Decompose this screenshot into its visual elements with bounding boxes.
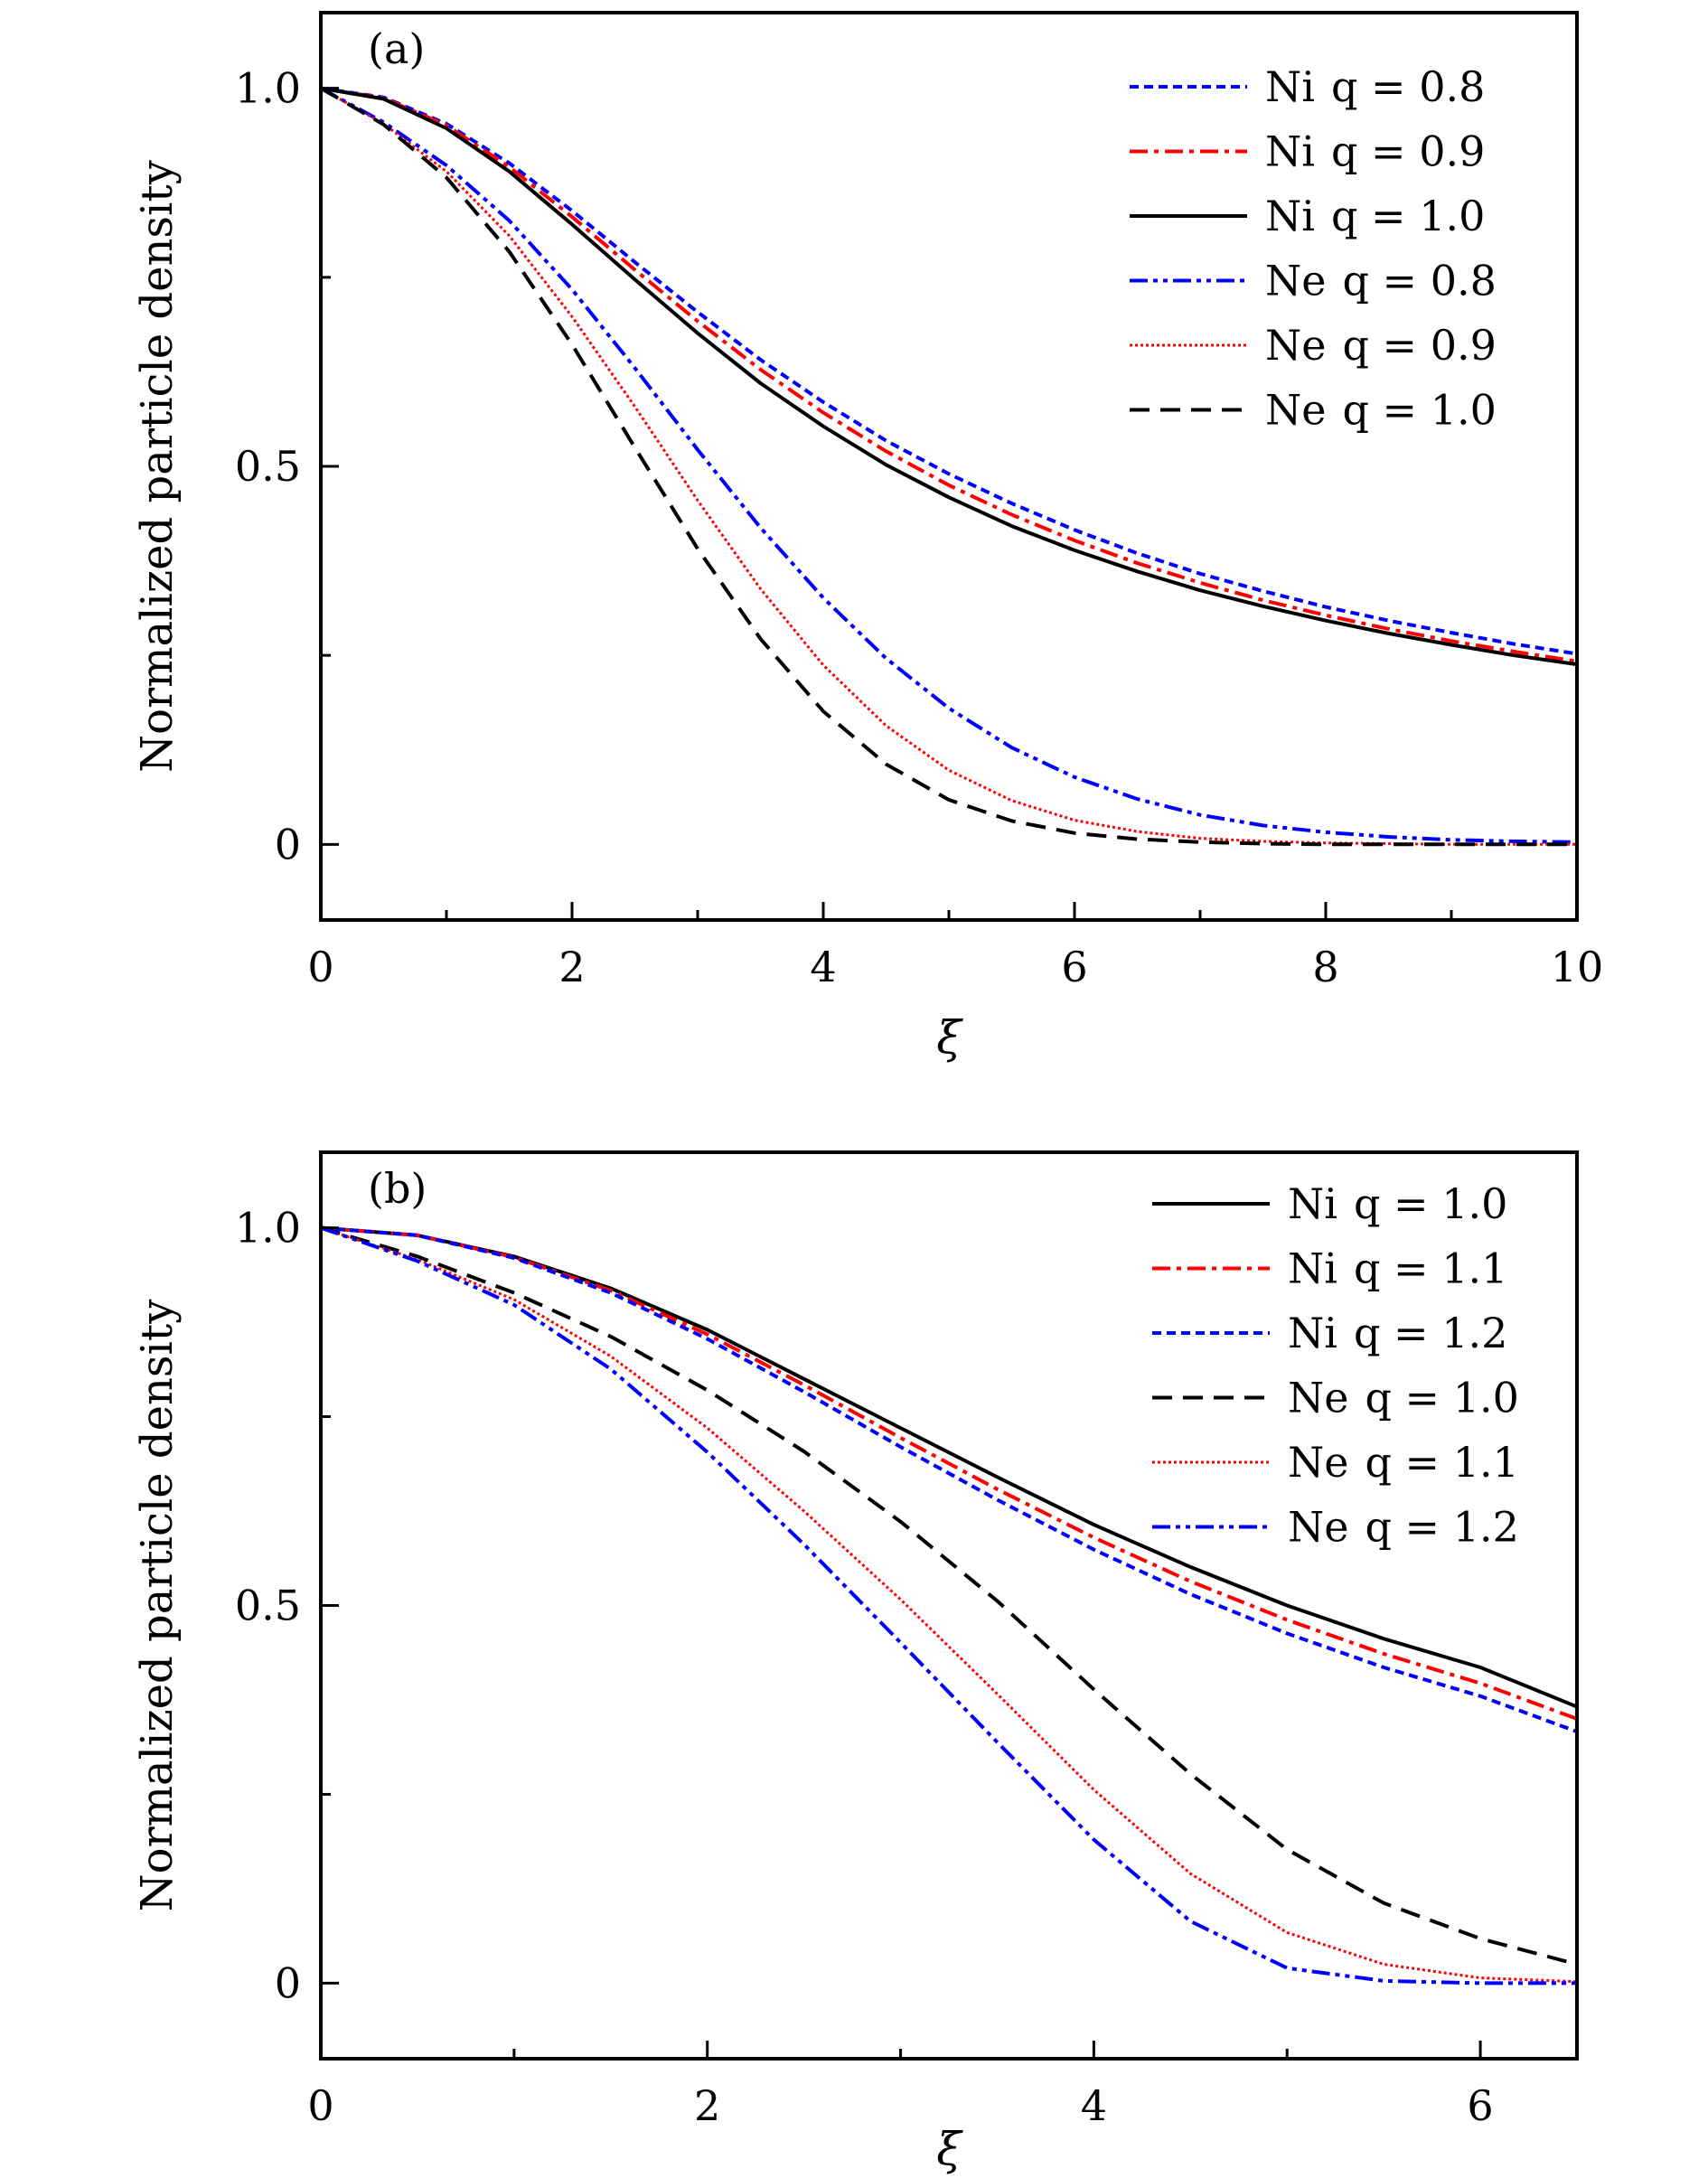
- legend-species: Ne: [1288, 1438, 1348, 1487]
- legend-q-label: q = 1.1: [1354, 1244, 1507, 1293]
- legend-q-label: q = 0.8: [1331, 62, 1485, 111]
- legend-entry: Ne q = 0.8: [1265, 257, 1497, 305]
- legend-entry: Ne q = 1.2: [1288, 1503, 1519, 1552]
- series-line-ne-1.1: [321, 1226, 1577, 1984]
- x-tick-label: 6: [1467, 2081, 1493, 2130]
- y-tick-label: 1.0: [235, 64, 301, 113]
- x-tick-label: 2: [558, 943, 585, 991]
- x-tick-label: 4: [810, 943, 836, 991]
- y-tick-label: 0.5: [235, 1582, 301, 1630]
- legend-q-label: q = 1.2: [1365, 1503, 1518, 1552]
- legend-entry: Ne q = 1.0: [1288, 1374, 1519, 1422]
- legend-q-label: q = 1.0: [1331, 192, 1485, 240]
- legend-species: Ne: [1265, 257, 1326, 305]
- panel-label: (b): [368, 1164, 427, 1213]
- y-axis-title: Normalized particle density: [132, 160, 183, 773]
- legend: Ni q = 0.8Ni q = 0.9Ni q = 1.0Ne q = 0.8Ne q …: [1130, 62, 1497, 435]
- series-line-ni-0.8: [321, 86, 1577, 656]
- x-axis-title: ξ: [936, 1011, 963, 1064]
- legend-q-label: q = 1.0: [1342, 386, 1496, 435]
- legend-q-label: q = 0.9: [1342, 321, 1496, 370]
- x-tick-label: 4: [1081, 2081, 1107, 2130]
- legend-species: Ni: [1288, 1244, 1337, 1293]
- legend-q-label: q = 1.2: [1354, 1309, 1507, 1357]
- x-tick-label: 0: [307, 943, 333, 991]
- legend-species: Ni: [1265, 192, 1315, 240]
- legend-entry: Ni q = 1.1: [1288, 1244, 1507, 1293]
- series-line-ni-1.0: [321, 86, 1577, 667]
- panel-label: (a): [368, 24, 425, 73]
- legend-entry: Ni q = 0.9: [1265, 127, 1485, 176]
- legend-entry: Ni q = 1.0: [1265, 192, 1485, 240]
- legend-species: Ni: [1288, 1309, 1337, 1357]
- y-tick-label: 0.5: [235, 442, 301, 491]
- series-line-ni-1.2: [321, 1225, 1577, 1733]
- legend-q-label: q = 1.0: [1365, 1374, 1518, 1422]
- legend-entry: Ne q = 1.1: [1288, 1438, 1519, 1487]
- x-axis-title: ξ: [936, 2123, 963, 2175]
- x-tick-label: 10: [1551, 943, 1604, 991]
- legend-species: Ni: [1265, 62, 1315, 111]
- legend-entry: Ne q = 0.9: [1265, 321, 1497, 370]
- chart-panel-b: 0 2 4 6 0 0.5 1.0 Normalized particle density ξ (…: [132, 1150, 1579, 2175]
- legend-entry: Ne q = 1.0: [1265, 386, 1497, 435]
- series-line-ni-0.9: [321, 86, 1577, 663]
- legend: Ni q = 1.0Ni q = 1.1Ni q = 1.2Ne q = 1.0Ne q …: [1152, 1179, 1519, 1552]
- legend-q-label: q = 0.9: [1331, 127, 1485, 176]
- legend-q-label: q = 0.8: [1342, 257, 1496, 305]
- x-tick-label: 2: [694, 2081, 720, 2130]
- legend-q-label: q = 1.1: [1365, 1438, 1518, 1487]
- legend-entry: Ni q = 1.0: [1288, 1179, 1507, 1228]
- series-line-ni-1.1: [321, 1225, 1577, 1721]
- legend-species: Ni: [1265, 127, 1315, 176]
- y-tick-label: 0: [275, 820, 301, 868]
- legend-entry: Ni q = 0.8: [1265, 62, 1485, 111]
- legend-species: Ni: [1288, 1179, 1337, 1228]
- chart-panel-a: 0 2 4 6 8 10 0 0.5 1.0 Normalized particle densit…: [132, 11, 1604, 1064]
- series-line-ne-1.0: [321, 86, 1577, 847]
- x-tick-label: 6: [1061, 943, 1087, 991]
- y-axis-title: Normalized particle density: [132, 1300, 183, 1912]
- series-line-ne-1.2: [321, 1225, 1577, 1986]
- x-tick-label: 8: [1312, 943, 1338, 991]
- legend-entry: Ni q = 1.2: [1288, 1309, 1507, 1357]
- y-tick-label: 0: [275, 1958, 301, 2007]
- x-tick-label: 0: [307, 2081, 333, 2130]
- legend-q-label: q = 1.0: [1354, 1179, 1507, 1228]
- legend-species: Ne: [1288, 1374, 1348, 1422]
- legend-species: Ne: [1288, 1503, 1348, 1552]
- y-tick-label: 1.0: [235, 1204, 301, 1253]
- series-line-ne-1.0: [321, 1225, 1577, 1967]
- legend-species: Ne: [1265, 321, 1326, 370]
- legend-species: Ne: [1265, 386, 1326, 435]
- series-line-ne-0.8: [321, 86, 1577, 844]
